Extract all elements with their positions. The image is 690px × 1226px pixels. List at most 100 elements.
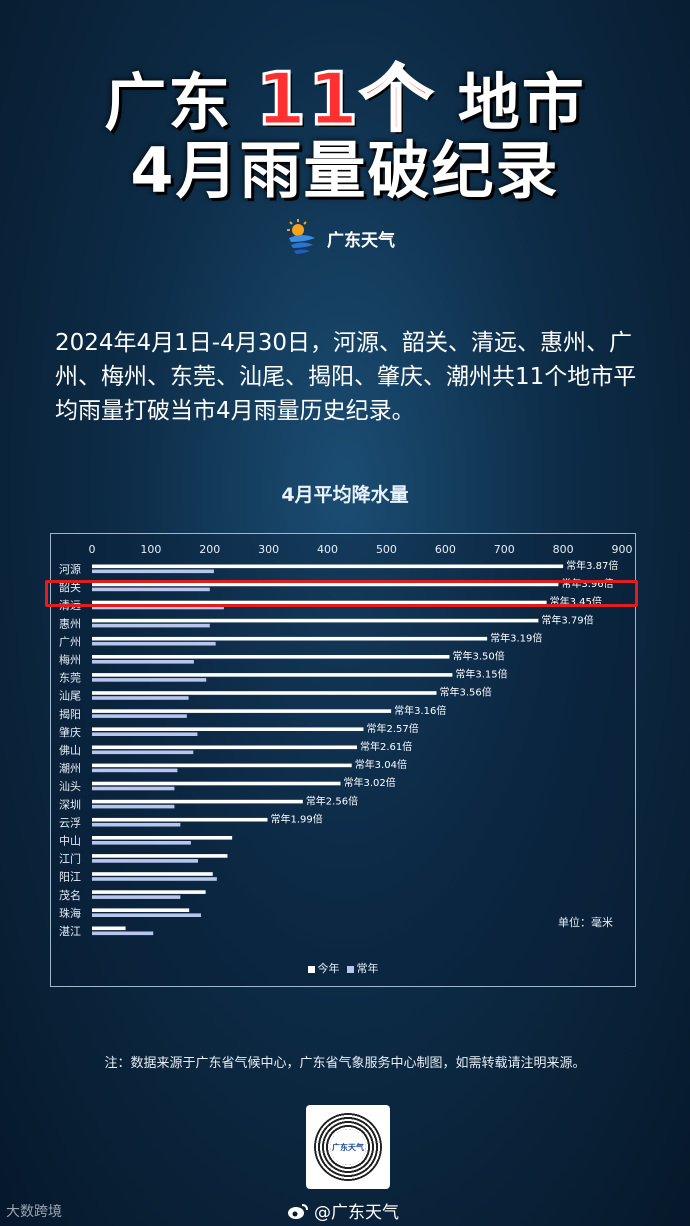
category-label: 佛山 (59, 744, 81, 757)
category-label: 梅州 (59, 653, 81, 667)
description-text: 2024年4月1日-4月30日，河源、韶关、清远、惠州、广州、梅州、东莞、汕尾、… (55, 330, 637, 424)
bar-normal (92, 605, 224, 610)
bar-normal (92, 859, 198, 863)
bar-this-year (92, 582, 559, 587)
legend-normal: 常年 (356, 962, 379, 975)
category-label: 汕头 (59, 780, 81, 793)
logo-text: 广东天气 (327, 230, 395, 251)
category-label: 湛江 (59, 925, 81, 938)
bar-this-year (92, 799, 303, 804)
bar-this-year (92, 564, 564, 569)
bar-normal (92, 841, 191, 845)
brand-logo: 广东天气 (283, 218, 395, 258)
bar-this-year (92, 655, 450, 659)
x-tick-label: 800 (553, 543, 574, 556)
sun-cloud-logo-icon (287, 219, 315, 254)
x-tick-label: 0 (89, 543, 96, 556)
bar-normal (92, 822, 181, 827)
data-label: 常年2.61倍 (360, 740, 412, 753)
bar-normal (92, 877, 217, 881)
category-label: 广州 (59, 635, 81, 648)
category-label: 深圳 (59, 798, 81, 811)
qr-code[interactable]: 广东天气 (306, 1105, 390, 1189)
bar-this-year (92, 600, 547, 605)
weibo-handle[interactable]: @广东天气 (287, 1198, 399, 1223)
data-label: 常年3.79倍 (541, 613, 593, 626)
bar-normal (92, 569, 214, 574)
bar-this-year (92, 872, 213, 876)
category-label: 茂名 (59, 888, 81, 902)
bar-this-year (92, 709, 392, 713)
bar-this-year (92, 691, 437, 695)
bar-normal (92, 623, 210, 628)
data-label: 常年3.15倍 (455, 668, 507, 681)
bar-this-year (92, 854, 228, 858)
x-tick-label: 100 (140, 543, 161, 556)
category-label: 河源 (59, 562, 81, 576)
category-label: 潮州 (59, 761, 81, 775)
x-tick-label: 500 (376, 543, 397, 556)
data-label: 常年3.19倍 (490, 631, 542, 644)
bar-normal (92, 696, 189, 700)
weibo-handle-text: @广东天气 (314, 1203, 399, 1223)
x-tick-label: 200 (199, 543, 220, 556)
data-label: 常年3.16倍 (394, 704, 446, 717)
data-label: 常年3.50倍 (452, 650, 504, 663)
bar-normal (92, 804, 175, 809)
bar-this-year (92, 890, 206, 894)
qr-label: 广东天气 (330, 1129, 366, 1165)
category-label: 阳江 (59, 871, 81, 884)
category-label: 东莞 (59, 672, 81, 685)
x-tick-label: 900 (612, 543, 633, 556)
highlight-box (45, 580, 638, 607)
headline-line2: 4月雨量破纪录 (130, 134, 560, 207)
chart-legend: 今年 常年 (51, 960, 635, 976)
x-tick-label: 700 (494, 543, 515, 556)
bar-this-year (92, 636, 488, 641)
bar-normal (92, 913, 201, 917)
headline-highlight: 11个 (254, 56, 435, 143)
legend-swatch-normal (346, 965, 354, 973)
category-label: 云浮 (59, 816, 81, 829)
data-label: 常年2.56倍 (306, 794, 358, 807)
bar-normal (92, 660, 194, 664)
bar-normal (92, 587, 210, 592)
x-tick-label: 300 (258, 543, 279, 556)
legend-swatch-this-year (307, 965, 315, 973)
bar-this-year (92, 817, 268, 822)
category-label: 惠州 (59, 616, 81, 630)
headline-line1: 广东 11个 地市 (0, 40, 690, 145)
bar-normal (92, 750, 194, 755)
chart-area: 0 100 200 300 400 500 600 700 800 900 河源 常年3.87倍 韶关常… (50, 533, 636, 987)
data-label: 常年1.99倍 (270, 812, 322, 825)
bar-normal (92, 732, 198, 736)
bar-this-year (92, 908, 190, 912)
category-label: 珠海 (59, 906, 81, 920)
bar-normal (92, 768, 178, 773)
weibo-icon (288, 1203, 308, 1219)
category-label: 揭阳 (59, 707, 81, 721)
bar-normal (92, 678, 207, 682)
legend-this-year: 今年 (317, 962, 340, 975)
bar-this-year (92, 745, 357, 750)
bar-normal (92, 714, 187, 718)
unit-label: 单位：毫米 (558, 916, 613, 929)
bar-normal (92, 641, 216, 646)
x-tick-label: 400 (317, 543, 338, 556)
bar-this-year (92, 618, 539, 623)
bar-this-year (92, 673, 453, 677)
x-tick-label: 600 (435, 543, 456, 556)
headline-part2: 地市 (457, 66, 586, 139)
bar-this-year (92, 836, 233, 840)
category-label: 江门 (59, 852, 81, 866)
bar-normal (92, 895, 181, 899)
category-label: 肇庆 (59, 725, 81, 739)
bar-this-year (92, 727, 364, 731)
data-label: 常年3.02倍 (344, 776, 396, 789)
bar-this-year (92, 763, 352, 768)
bar-this-year (92, 781, 341, 786)
bar-this-year (92, 926, 126, 931)
bar-normal (92, 786, 175, 791)
watermark: 大数跨境 (6, 1204, 62, 1220)
data-label: 常年3.04倍 (355, 758, 407, 771)
